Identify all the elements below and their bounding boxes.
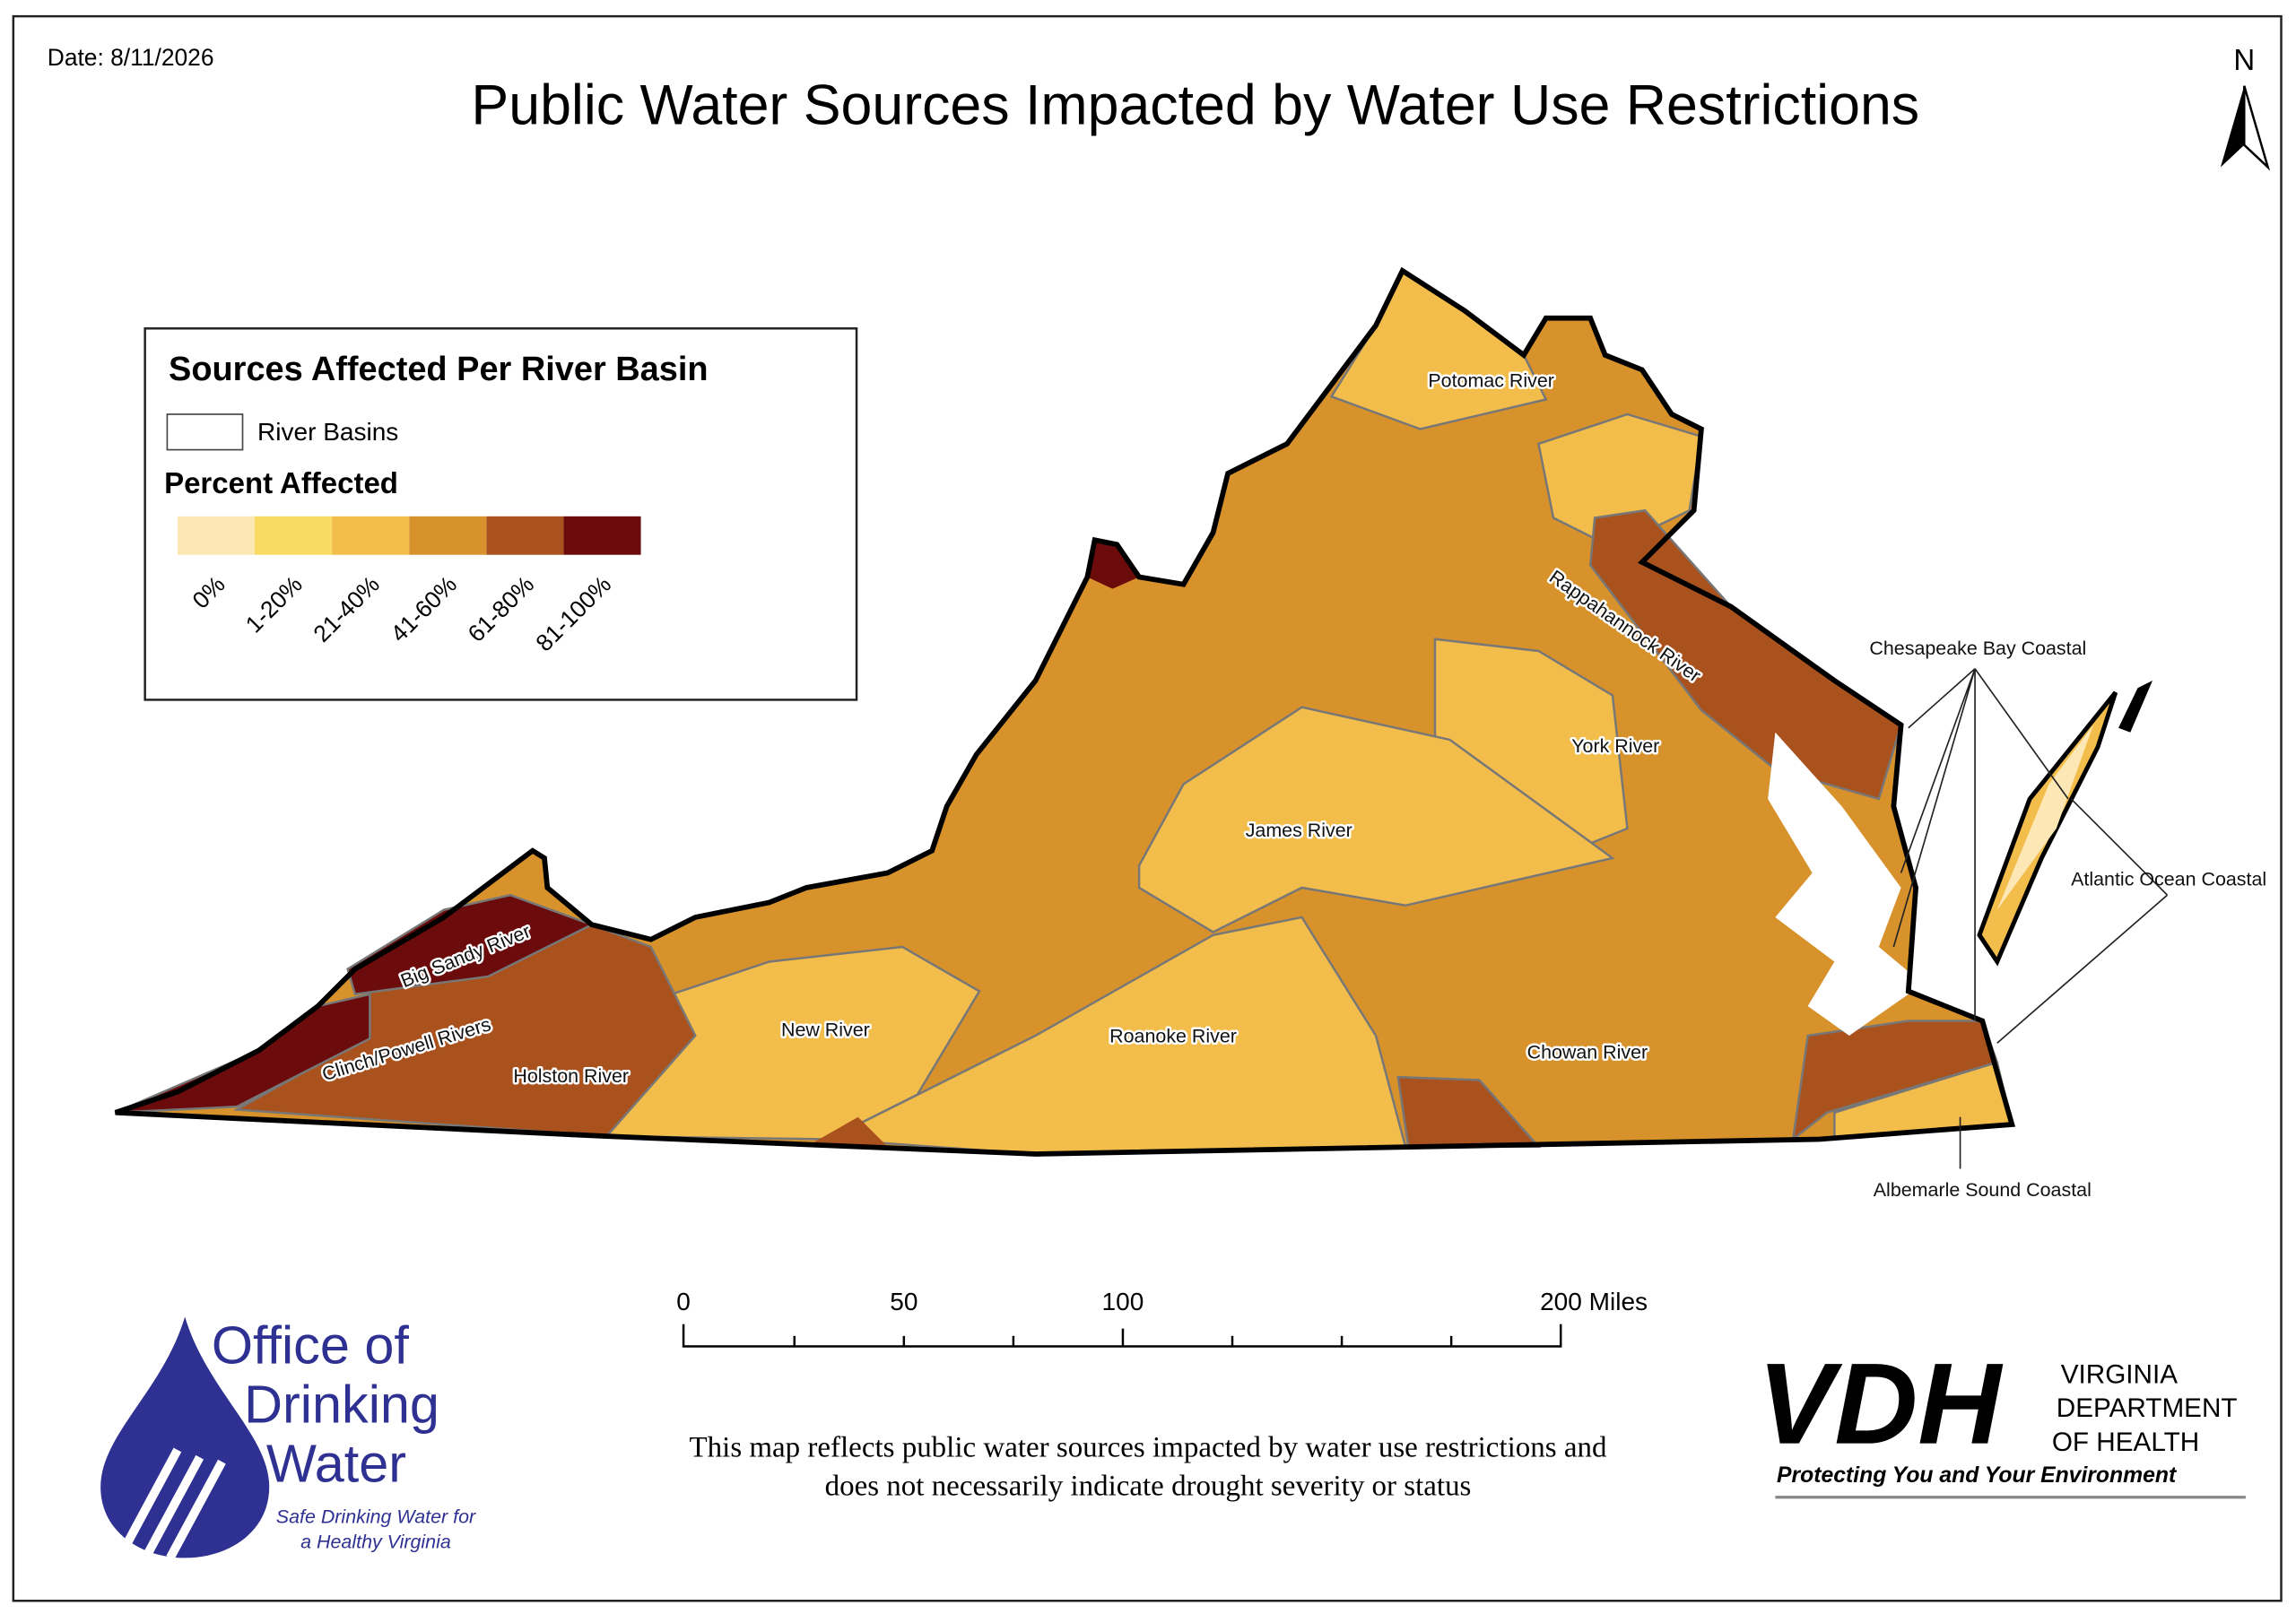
basin-fill	[824, 916, 1407, 1156]
basin-label: James River	[1246, 820, 1352, 841]
basin-label: New River	[781, 1020, 870, 1041]
basin-label: York River	[1571, 735, 1659, 757]
bay-water	[1768, 732, 1924, 1036]
logo-tagline: Safe Drinking Water for	[276, 1506, 476, 1528]
class-swatch	[255, 516, 333, 555]
basin-fill	[1087, 540, 1140, 589]
class-swatch	[409, 516, 487, 555]
basin-fill	[1137, 706, 1615, 933]
logo-tagline: a Healthy Virginia	[300, 1532, 451, 1553]
scale-label: 50	[890, 1288, 918, 1315]
vdh-tagline: Protecting You and Your Environment	[1777, 1463, 2178, 1488]
class-swatch	[332, 516, 410, 555]
scale-label: 0	[676, 1288, 691, 1315]
north-label: N	[2233, 43, 2255, 76]
scale-label: 200 Miles	[1540, 1288, 1648, 1315]
vdh-text: VIRGINIA	[2061, 1359, 2178, 1389]
vdh-logo: VDH VIRGINIA DEPARTMENT OF HEALTH Protec…	[1758, 1341, 2246, 1499]
eastern-shore	[1996, 725, 2094, 910]
basin-label: Chowan River	[1527, 1041, 1648, 1063]
state-outline	[114, 266, 2016, 1157]
island	[2118, 680, 2152, 733]
coastal-label: Atlantic Ocean Coastal	[2071, 868, 2266, 890]
logo-text: Water	[266, 1433, 406, 1493]
class-swatch	[177, 516, 256, 555]
basin-label: Holston River	[513, 1065, 629, 1087]
coastal-label: Chesapeake Bay Coastal	[1869, 638, 2086, 659]
note: does not necessarily indicate drought se…	[825, 1470, 1472, 1502]
legend-title: Sources Affected Per River Basin	[169, 351, 709, 388]
scale-label: 100	[1102, 1288, 1144, 1315]
scale-bar	[682, 1324, 1562, 1348]
vdh-text: DEPARTMENT	[2057, 1393, 2238, 1423]
basin-fill	[1588, 508, 1903, 801]
note: This map reflects public water sources i…	[690, 1432, 1607, 1464]
basin-label: Potomac River	[1428, 369, 1554, 391]
date: Date: 8/11/2026	[48, 44, 214, 71]
basin-label: Roanoke River	[1109, 1025, 1237, 1046]
legend-box	[144, 327, 858, 701]
map-title: Public Water Sources Impacted by Water U…	[471, 74, 1919, 137]
legend: Sources Affected Per River Basin River B…	[144, 327, 858, 701]
basin-swatch	[166, 413, 244, 451]
leader-lines	[1892, 668, 2169, 1169]
basin-fill	[805, 1116, 888, 1147]
vdh-mark: VDH	[1758, 1341, 2005, 1469]
basin-fill	[1537, 412, 1703, 549]
odw-logo: Office of Drinking Water Safe Drinking W…	[100, 1315, 476, 1560]
legend-subtitle: Percent Affected	[164, 466, 398, 499]
coastal-label: Albemarle Sound Coastal	[1874, 1179, 2092, 1201]
class-swatch	[563, 516, 641, 555]
vdh-text: OF HEALTH	[2052, 1428, 2199, 1457]
logo-text: Drinking	[244, 1374, 439, 1434]
legend-label: River Basins	[257, 418, 398, 446]
logo-text: Office of	[212, 1315, 409, 1375]
class-swatch	[486, 516, 564, 555]
state	[114, 266, 2152, 1157]
